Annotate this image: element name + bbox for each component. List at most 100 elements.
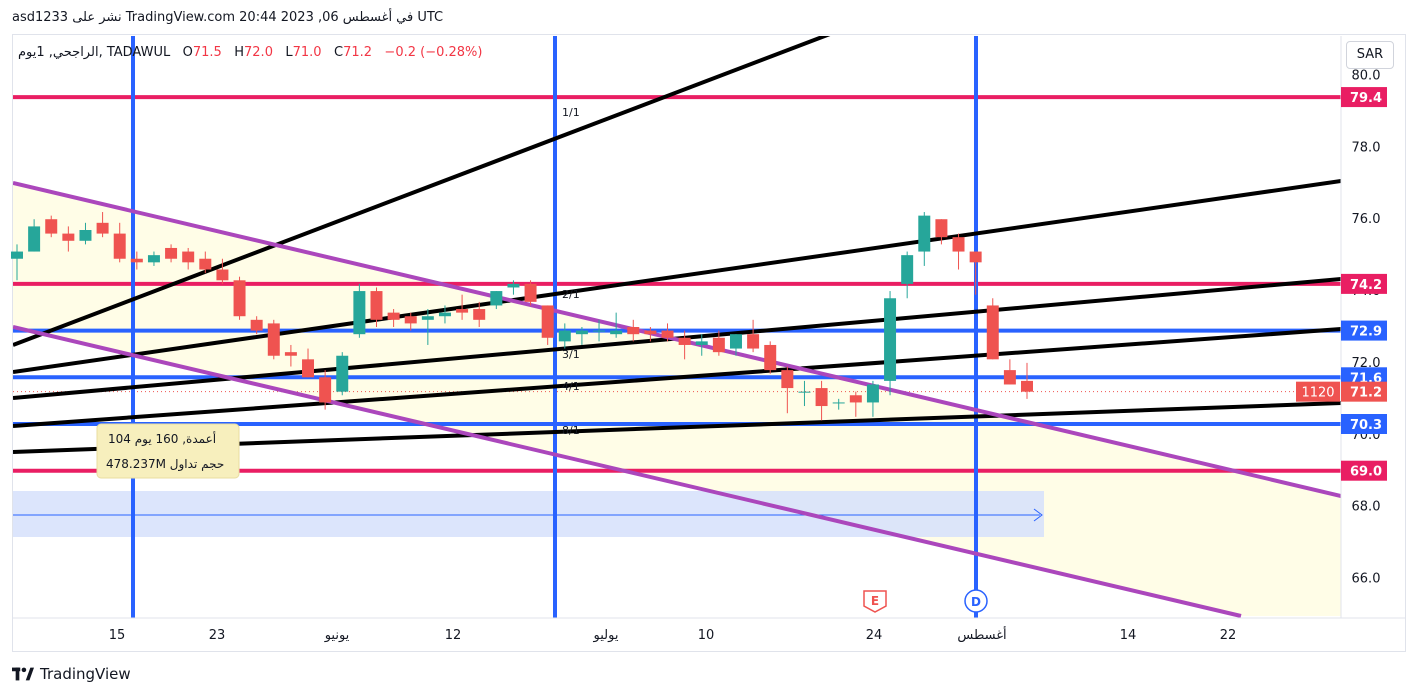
low-label: L: [285, 45, 293, 60]
channel-fill: [13, 183, 1341, 616]
fan-line-1-1: [13, 36, 831, 347]
candle-body: [798, 391, 811, 393]
currency-button[interactable]: SAR: [1346, 41, 1394, 69]
candle-body: [302, 359, 315, 378]
time-tick-label: 23: [209, 628, 226, 643]
fan-label: 4/1: [562, 380, 580, 393]
candle-body: [79, 230, 92, 241]
candle-body: [387, 312, 400, 320]
candle-body: [952, 237, 965, 252]
candle-body: [610, 330, 623, 335]
candle-body: [524, 283, 537, 302]
time-tick-label: 15: [109, 628, 126, 643]
price-tick-label: 80.0: [1352, 69, 1381, 84]
candle-body: [832, 402, 845, 404]
fan-line-4-1: [13, 327, 1341, 428]
candle-body: [370, 291, 383, 320]
candle-body: [644, 330, 657, 335]
candle-body: [849, 395, 862, 403]
candle-body: [901, 255, 914, 284]
low-value: 71.0: [292, 45, 322, 60]
candle-body: [1003, 370, 1016, 385]
candle-body: [250, 319, 263, 331]
price-tick-label: 68.0: [1352, 500, 1381, 515]
symbol-name[interactable]: الراجحي, 1يوم, TADAWUL: [18, 45, 171, 60]
price-tick-label: 72.0: [1352, 356, 1381, 371]
dividend-event-label: D: [971, 595, 981, 609]
candle-body: [507, 283, 520, 288]
price-level-tag-label: 74.2: [1350, 278, 1382, 293]
last-price-tag-label: 71.2: [1350, 386, 1382, 401]
candle-body: [199, 258, 212, 270]
candle-body: [421, 316, 434, 320]
projection-arrow-head: [1033, 508, 1043, 522]
candle-body: [267, 323, 280, 356]
time-tick-label: 14: [1120, 628, 1137, 643]
chart-frame: [12, 34, 1406, 652]
candle-body: [130, 258, 143, 263]
candle-body: [764, 344, 777, 371]
time-tick-label: يونيو: [324, 628, 350, 643]
tradingview-logo-icon: [12, 667, 34, 681]
candle-body: [490, 291, 503, 306]
time-tick-label: أغسطس: [957, 626, 1006, 643]
candle-body: [353, 291, 366, 335]
candle-body: [884, 298, 897, 381]
publish-info: asd1233 نشر على TradingView.com في أغسطس…: [12, 10, 444, 25]
candle-body: [284, 352, 297, 356]
projection-box: [13, 491, 1044, 537]
high-value: 72.0: [244, 45, 273, 60]
candle-body: [473, 309, 486, 320]
candle-body: [456, 309, 469, 313]
candle-body: [165, 247, 178, 259]
close-value: 71.2: [343, 45, 373, 60]
time-tick-label: يوليو: [593, 628, 619, 643]
candle-body: [935, 219, 948, 238]
price-level-tag-label: 72.9: [1350, 325, 1382, 340]
price-level-tag: [1341, 414, 1387, 434]
change-value: −0.2 (−0.28%): [384, 45, 483, 60]
candle-body: [113, 233, 126, 259]
candle-body: [747, 334, 760, 349]
candle-body: [729, 334, 742, 349]
price-level-tag: [1341, 460, 1387, 481]
candle-body: [918, 215, 931, 252]
fan-label: 1/1: [562, 106, 580, 119]
candle-body: [661, 330, 674, 338]
candle-body: [781, 370, 794, 389]
candle-body: [182, 251, 195, 263]
candle-body: [969, 251, 982, 263]
price-level-tag-label: 79.4: [1350, 91, 1382, 106]
price-level-tag: [1341, 320, 1387, 341]
price-level-tag-label: 69.0: [1350, 465, 1382, 480]
price-level-tag: [1341, 87, 1387, 108]
countdown-tag-label: 1120: [1301, 386, 1334, 401]
close-label: C: [333, 45, 344, 60]
candle-body: [233, 280, 246, 317]
earnings-event-icon: [863, 590, 887, 613]
last-price-tag: [1341, 381, 1387, 402]
candle-body: [815, 388, 828, 407]
candle-body: [558, 330, 571, 342]
earnings-event-label: E: [871, 594, 879, 608]
candle-body: [1021, 380, 1033, 392]
tradingview-logo[interactable]: TradingView: [12, 665, 131, 683]
price-tick-label: 66.0: [1352, 571, 1381, 586]
price-tick-label: 76.0: [1352, 212, 1381, 227]
price-tick-label: 78.0: [1352, 140, 1381, 155]
open-label: O: [182, 45, 193, 60]
candle-body: [62, 233, 75, 241]
candle-body: [866, 384, 879, 403]
fan-label: 2/1: [562, 288, 580, 301]
candle-body: [404, 316, 417, 324]
candle-body: [678, 337, 691, 345]
time-tick-label: 12: [445, 628, 462, 643]
channel-upper-line: [13, 181, 1341, 498]
volume-tooltip-line1: 104 أعمدة, 160 يوم: [108, 431, 216, 447]
fan-label: 8/1: [562, 424, 580, 437]
price-level-tag: [1341, 273, 1387, 294]
candle-body: [147, 255, 160, 263]
candle-body: [336, 355, 349, 392]
candle-body: [11, 251, 23, 259]
